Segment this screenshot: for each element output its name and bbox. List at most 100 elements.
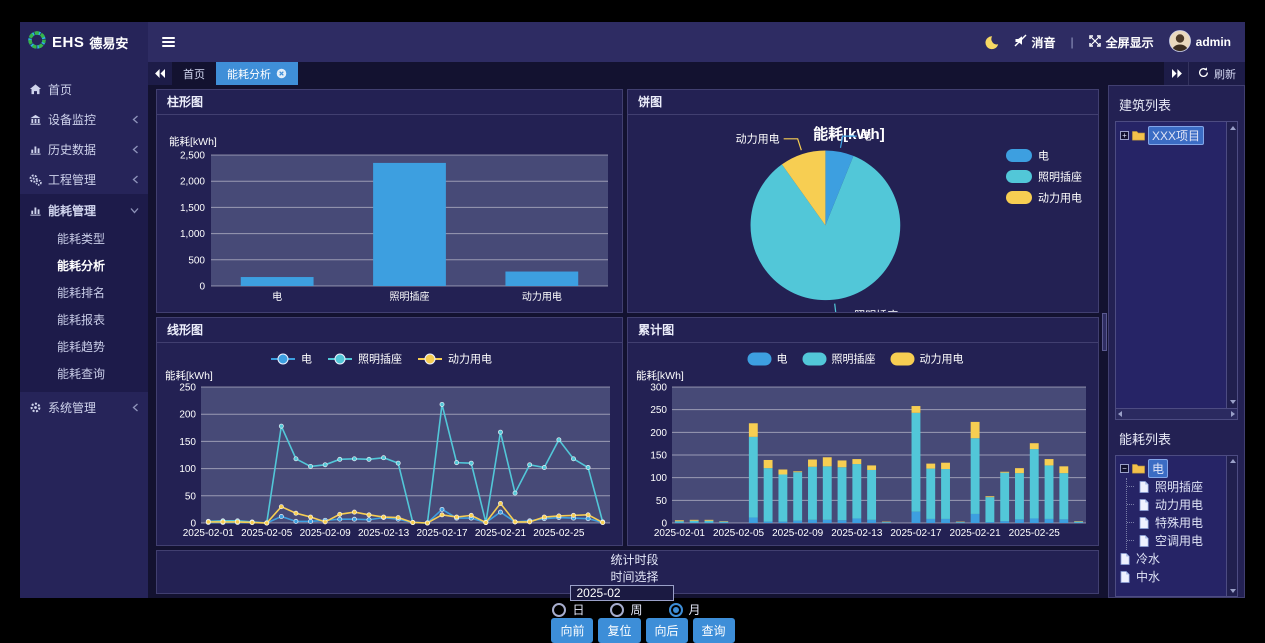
energy-tree-vscrollbar[interactable] <box>1226 456 1237 596</box>
tree-node-ac[interactable]: 空调用电 <box>1152 532 1206 549</box>
nav-energy-query[interactable]: 能耗查询 <box>20 361 148 388</box>
tree-node-lighting-socket[interactable]: 照明插座 <box>1152 478 1206 495</box>
mute-button[interactable]: 消音 <box>1014 34 1056 51</box>
radio-month-label: 月 <box>689 601 701 618</box>
scroll-up-icon[interactable] <box>1227 456 1238 467</box>
svg-text:50: 50 <box>656 496 668 507</box>
nav-project-mgmt-label: 工程管理 <box>48 171 96 188</box>
tab-home[interactable]: 首页 <box>172 62 216 85</box>
svg-text:电: 电 <box>301 353 312 366</box>
scroll-right-icon[interactable] <box>1231 411 1235 417</box>
radio-day[interactable]: 日 <box>552 601 584 618</box>
svg-text:能耗[kWh]: 能耗[kWh] <box>165 369 213 382</box>
fullscreen-button[interactable]: 全屏显示 <box>1089 34 1154 51</box>
prev-button[interactable]: 向前 <box>551 618 593 643</box>
nav-energy-trend[interactable]: 能耗趋势 <box>20 334 148 361</box>
radio-week[interactable]: 周 <box>610 601 642 618</box>
nav-energy-type[interactable]: 能耗类型 <box>20 226 148 253</box>
next-button[interactable]: 向后 <box>646 618 688 643</box>
pie-chart[interactable]: 能耗[kWh]电照明插座动力用电电照明插座动力用电 <box>628 115 1098 312</box>
radio-month-circle[interactable] <box>669 603 683 617</box>
svg-text:电: 电 <box>1038 150 1049 163</box>
nav-device-monitor[interactable]: 设备监控 <box>20 104 148 134</box>
scroll-left-icon[interactable] <box>1118 411 1122 417</box>
svg-text:2025-02-17: 2025-02-17 <box>891 528 943 539</box>
svg-text:2025-02-21: 2025-02-21 <box>950 528 1002 539</box>
nav-device-monitor-label: 设备监控 <box>48 111 96 128</box>
scroll-down-icon[interactable] <box>1227 585 1238 596</box>
svg-text:照明插座: 照明插座 <box>358 352 402 366</box>
tree-node-electric-expander[interactable]: − <box>1120 464 1129 473</box>
folder-icon <box>1132 463 1145 474</box>
tree-node-xxx-project[interactable]: XXX项目 <box>1148 126 1204 145</box>
radio-month[interactable]: 月 <box>669 601 701 618</box>
home-icon <box>29 83 42 96</box>
svg-text:2025-02-05: 2025-02-05 <box>241 528 293 539</box>
moon-icon[interactable] <box>984 35 999 50</box>
tree-node-xxx-project-expander[interactable]: + <box>1120 131 1129 140</box>
scroll-down-icon[interactable] <box>1227 397 1238 408</box>
nav-energy-ranking[interactable]: 能耗排名 <box>20 280 148 307</box>
nav-energy-report[interactable]: 能耗报表 <box>20 307 148 334</box>
tab-close-icon[interactable] <box>276 68 287 79</box>
file-icon <box>1139 499 1149 511</box>
tree-node-special[interactable]: 特殊用电 <box>1152 514 1206 531</box>
svg-text:动力用电: 动力用电 <box>736 132 780 145</box>
tree-node-electric[interactable]: 电 <box>1148 459 1168 478</box>
svg-text:250: 250 <box>650 405 667 416</box>
splitter-handle[interactable] <box>1102 313 1107 351</box>
tree-node-cold-water-row: 冷水 <box>1120 550 1223 568</box>
time-select-label: 时间选择 <box>610 568 658 585</box>
tab-energy-analysis[interactable]: 能耗分析 <box>216 62 298 85</box>
building-tree-hscrollbar[interactable] <box>1115 409 1238 420</box>
tabs-scroll-right-icon[interactable] <box>1164 62 1188 85</box>
nav-system-mgmt[interactable]: 系统管理 <box>20 392 148 422</box>
tree-node-reclaimed-water[interactable]: 中水 <box>1133 568 1163 585</box>
folder-icon <box>1132 130 1145 141</box>
tree-node-special-row: 特殊用电 <box>1136 514 1223 532</box>
user-avatar <box>1169 30 1191 55</box>
tree-node-cold-water[interactable]: 冷水 <box>1133 550 1163 567</box>
chevron-left-icon <box>132 403 139 412</box>
query-button[interactable]: 查询 <box>693 618 735 643</box>
nav-home[interactable]: 首页 <box>20 74 148 104</box>
nav-history-data-label: 历史数据 <box>48 141 96 158</box>
mute-label: 消音 <box>1032 34 1056 51</box>
nav-project-mgmt[interactable]: 工程管理 <box>20 164 148 194</box>
hamburger-icon[interactable] <box>162 37 175 47</box>
svg-text:0: 0 <box>199 282 205 293</box>
scroll-up-icon[interactable] <box>1227 122 1238 133</box>
svg-text:照明插座: 照明插座 <box>832 352 876 366</box>
svg-text:2025-02-21: 2025-02-21 <box>475 528 527 539</box>
file-icon <box>1139 481 1149 493</box>
radio-week-label: 周 <box>630 601 642 618</box>
radio-day-circle[interactable] <box>552 603 566 617</box>
radio-week-circle[interactable] <box>610 603 624 617</box>
svg-text:照明插座: 照明插座 <box>1038 170 1082 184</box>
fullscreen-icon <box>1089 35 1101 50</box>
nav-history-data[interactable]: 历史数据 <box>20 134 148 164</box>
building-tree-vscrollbar[interactable] <box>1226 122 1237 408</box>
refresh-button[interactable]: 刷新 <box>1188 62 1245 85</box>
panel-splitter <box>1101 85 1108 598</box>
nav-energy-analysis[interactable]: 能耗分析 <box>20 253 148 280</box>
svg-text:50: 50 <box>185 491 197 502</box>
period-label: 统计时段 <box>610 551 658 568</box>
svg-text:能耗[kWh]: 能耗[kWh] <box>813 125 885 143</box>
time-input[interactable] <box>570 585 674 601</box>
nav-system-mgmt-label: 系统管理 <box>48 399 96 416</box>
user-menu[interactable]: admin <box>1169 30 1231 55</box>
nav-energy-mgmt[interactable]: 能耗管理 <box>20 194 148 226</box>
tree-node-power[interactable]: 动力用电 <box>1152 496 1206 513</box>
tabs-scroll-left-icon[interactable] <box>148 62 172 85</box>
svg-text:2025-02-05: 2025-02-05 <box>713 528 765 539</box>
reset-button[interactable]: 复位 <box>598 618 640 643</box>
file-icon <box>1120 553 1130 565</box>
pie-chart-panel-title: 饼图 <box>628 90 1098 115</box>
brand-title-en: EHS <box>52 34 84 51</box>
